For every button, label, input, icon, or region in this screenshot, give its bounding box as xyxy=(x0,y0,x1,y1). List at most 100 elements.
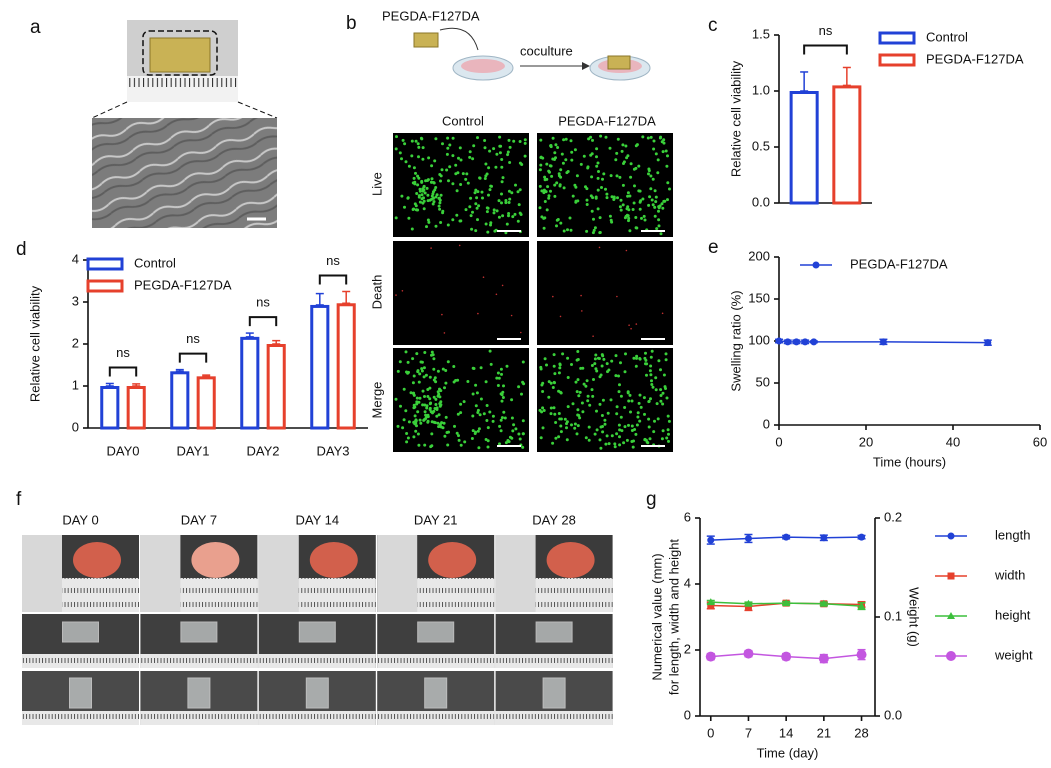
cell-dot xyxy=(425,225,428,229)
cell-dot xyxy=(417,195,421,199)
cell-dot xyxy=(415,396,419,400)
cell-dot xyxy=(396,369,400,373)
cell-dot xyxy=(446,443,450,447)
cell-dot xyxy=(562,229,566,233)
cell-dot xyxy=(506,439,510,442)
zoom-line xyxy=(91,101,128,119)
cell-dot xyxy=(541,406,545,410)
cell-dot xyxy=(634,144,638,148)
panel-letter: f xyxy=(16,489,22,510)
cell-dot xyxy=(566,356,570,360)
cell-dot xyxy=(593,357,597,361)
cell-dot xyxy=(476,136,479,140)
x-tick-label: DAY0 xyxy=(107,443,140,458)
cell-dot xyxy=(643,437,647,441)
bar xyxy=(789,91,819,205)
cell-dot xyxy=(646,136,650,140)
cell-dot xyxy=(506,150,510,154)
cell-dot xyxy=(552,406,556,410)
cell-dot xyxy=(659,399,663,403)
cell-dot xyxy=(599,134,603,138)
cell-dot xyxy=(401,138,405,142)
cell-dot xyxy=(423,351,427,354)
column-header: PEGDA-F127DA xyxy=(558,113,656,128)
cell-dot xyxy=(439,389,443,393)
cell-dot xyxy=(641,197,645,201)
cell-dot xyxy=(407,164,411,168)
cell-dot xyxy=(446,223,450,227)
cell-dot xyxy=(555,181,559,185)
cell-dot xyxy=(484,162,488,166)
ruler xyxy=(377,535,418,612)
cell-dot xyxy=(504,199,508,202)
cell-dot xyxy=(575,432,579,436)
cell-dot xyxy=(649,174,653,178)
cell-dot xyxy=(416,142,420,146)
cell-dot xyxy=(540,215,544,219)
y-tick-label: 50 xyxy=(756,374,770,389)
cell-dot xyxy=(585,203,589,206)
cell-dot xyxy=(659,232,663,236)
cell-dot xyxy=(643,412,646,416)
cell-dot xyxy=(642,214,646,218)
cell-dot xyxy=(439,179,442,183)
cell-dot xyxy=(543,175,547,179)
cell-dot xyxy=(447,430,450,434)
cell-dot xyxy=(521,432,525,436)
cell-dot xyxy=(427,156,431,160)
cell-dot xyxy=(565,438,569,442)
cell-dot xyxy=(644,358,648,362)
cell-dot xyxy=(451,182,455,186)
cell-dot xyxy=(667,419,671,423)
marker xyxy=(792,338,800,346)
panel-letter: c xyxy=(708,15,718,36)
cell-dot xyxy=(419,360,423,364)
cell-dot xyxy=(618,443,622,447)
cell-dot xyxy=(541,156,545,160)
cell-dot xyxy=(636,415,640,419)
cell-dot xyxy=(510,314,513,317)
cell-dot xyxy=(555,224,558,228)
cell-dot xyxy=(597,170,600,173)
cell-dot xyxy=(428,397,432,401)
legend-label: width xyxy=(994,567,1025,582)
tissue xyxy=(191,542,240,578)
cell-dot xyxy=(591,394,595,398)
cell-dot xyxy=(465,172,469,176)
cell-dot xyxy=(600,414,604,417)
cell-dot xyxy=(398,360,402,364)
cell-dot xyxy=(565,420,569,424)
y2-tick-label: 0.1 xyxy=(884,608,902,623)
cell-dot xyxy=(418,200,422,204)
cell-dot xyxy=(614,354,618,358)
cell-dot xyxy=(557,412,561,415)
y-axis-label: Swelling ratio (%) xyxy=(728,290,743,391)
cell-dot xyxy=(470,227,474,231)
cell-dot xyxy=(458,146,462,150)
cell-dot xyxy=(514,183,517,187)
ruler xyxy=(377,711,495,725)
cell-dot xyxy=(590,364,594,367)
cell-dot xyxy=(562,186,566,190)
y2-axis-label: Weight (g) xyxy=(907,587,922,647)
marker xyxy=(856,649,867,660)
cell-dot xyxy=(419,421,423,425)
cell-dot xyxy=(598,246,601,249)
cell-dot xyxy=(422,199,426,203)
cell-dot xyxy=(422,418,426,422)
cell-dot xyxy=(644,351,647,355)
cell-dot xyxy=(603,422,607,426)
cell-dot xyxy=(523,154,527,158)
cell-dot xyxy=(466,181,470,185)
cell-dot xyxy=(417,380,421,384)
y2-tick-label: 0.2 xyxy=(884,509,902,524)
schematic-label: PEGDA-F127DA xyxy=(382,8,480,23)
cell-dot xyxy=(430,350,434,354)
cell-dot xyxy=(401,290,404,292)
cell-dot xyxy=(623,406,627,409)
cell-dot xyxy=(591,231,595,235)
cell-dot xyxy=(668,187,671,191)
tissue xyxy=(309,542,358,578)
cell-dot xyxy=(497,215,501,219)
cell-dot xyxy=(459,443,463,447)
